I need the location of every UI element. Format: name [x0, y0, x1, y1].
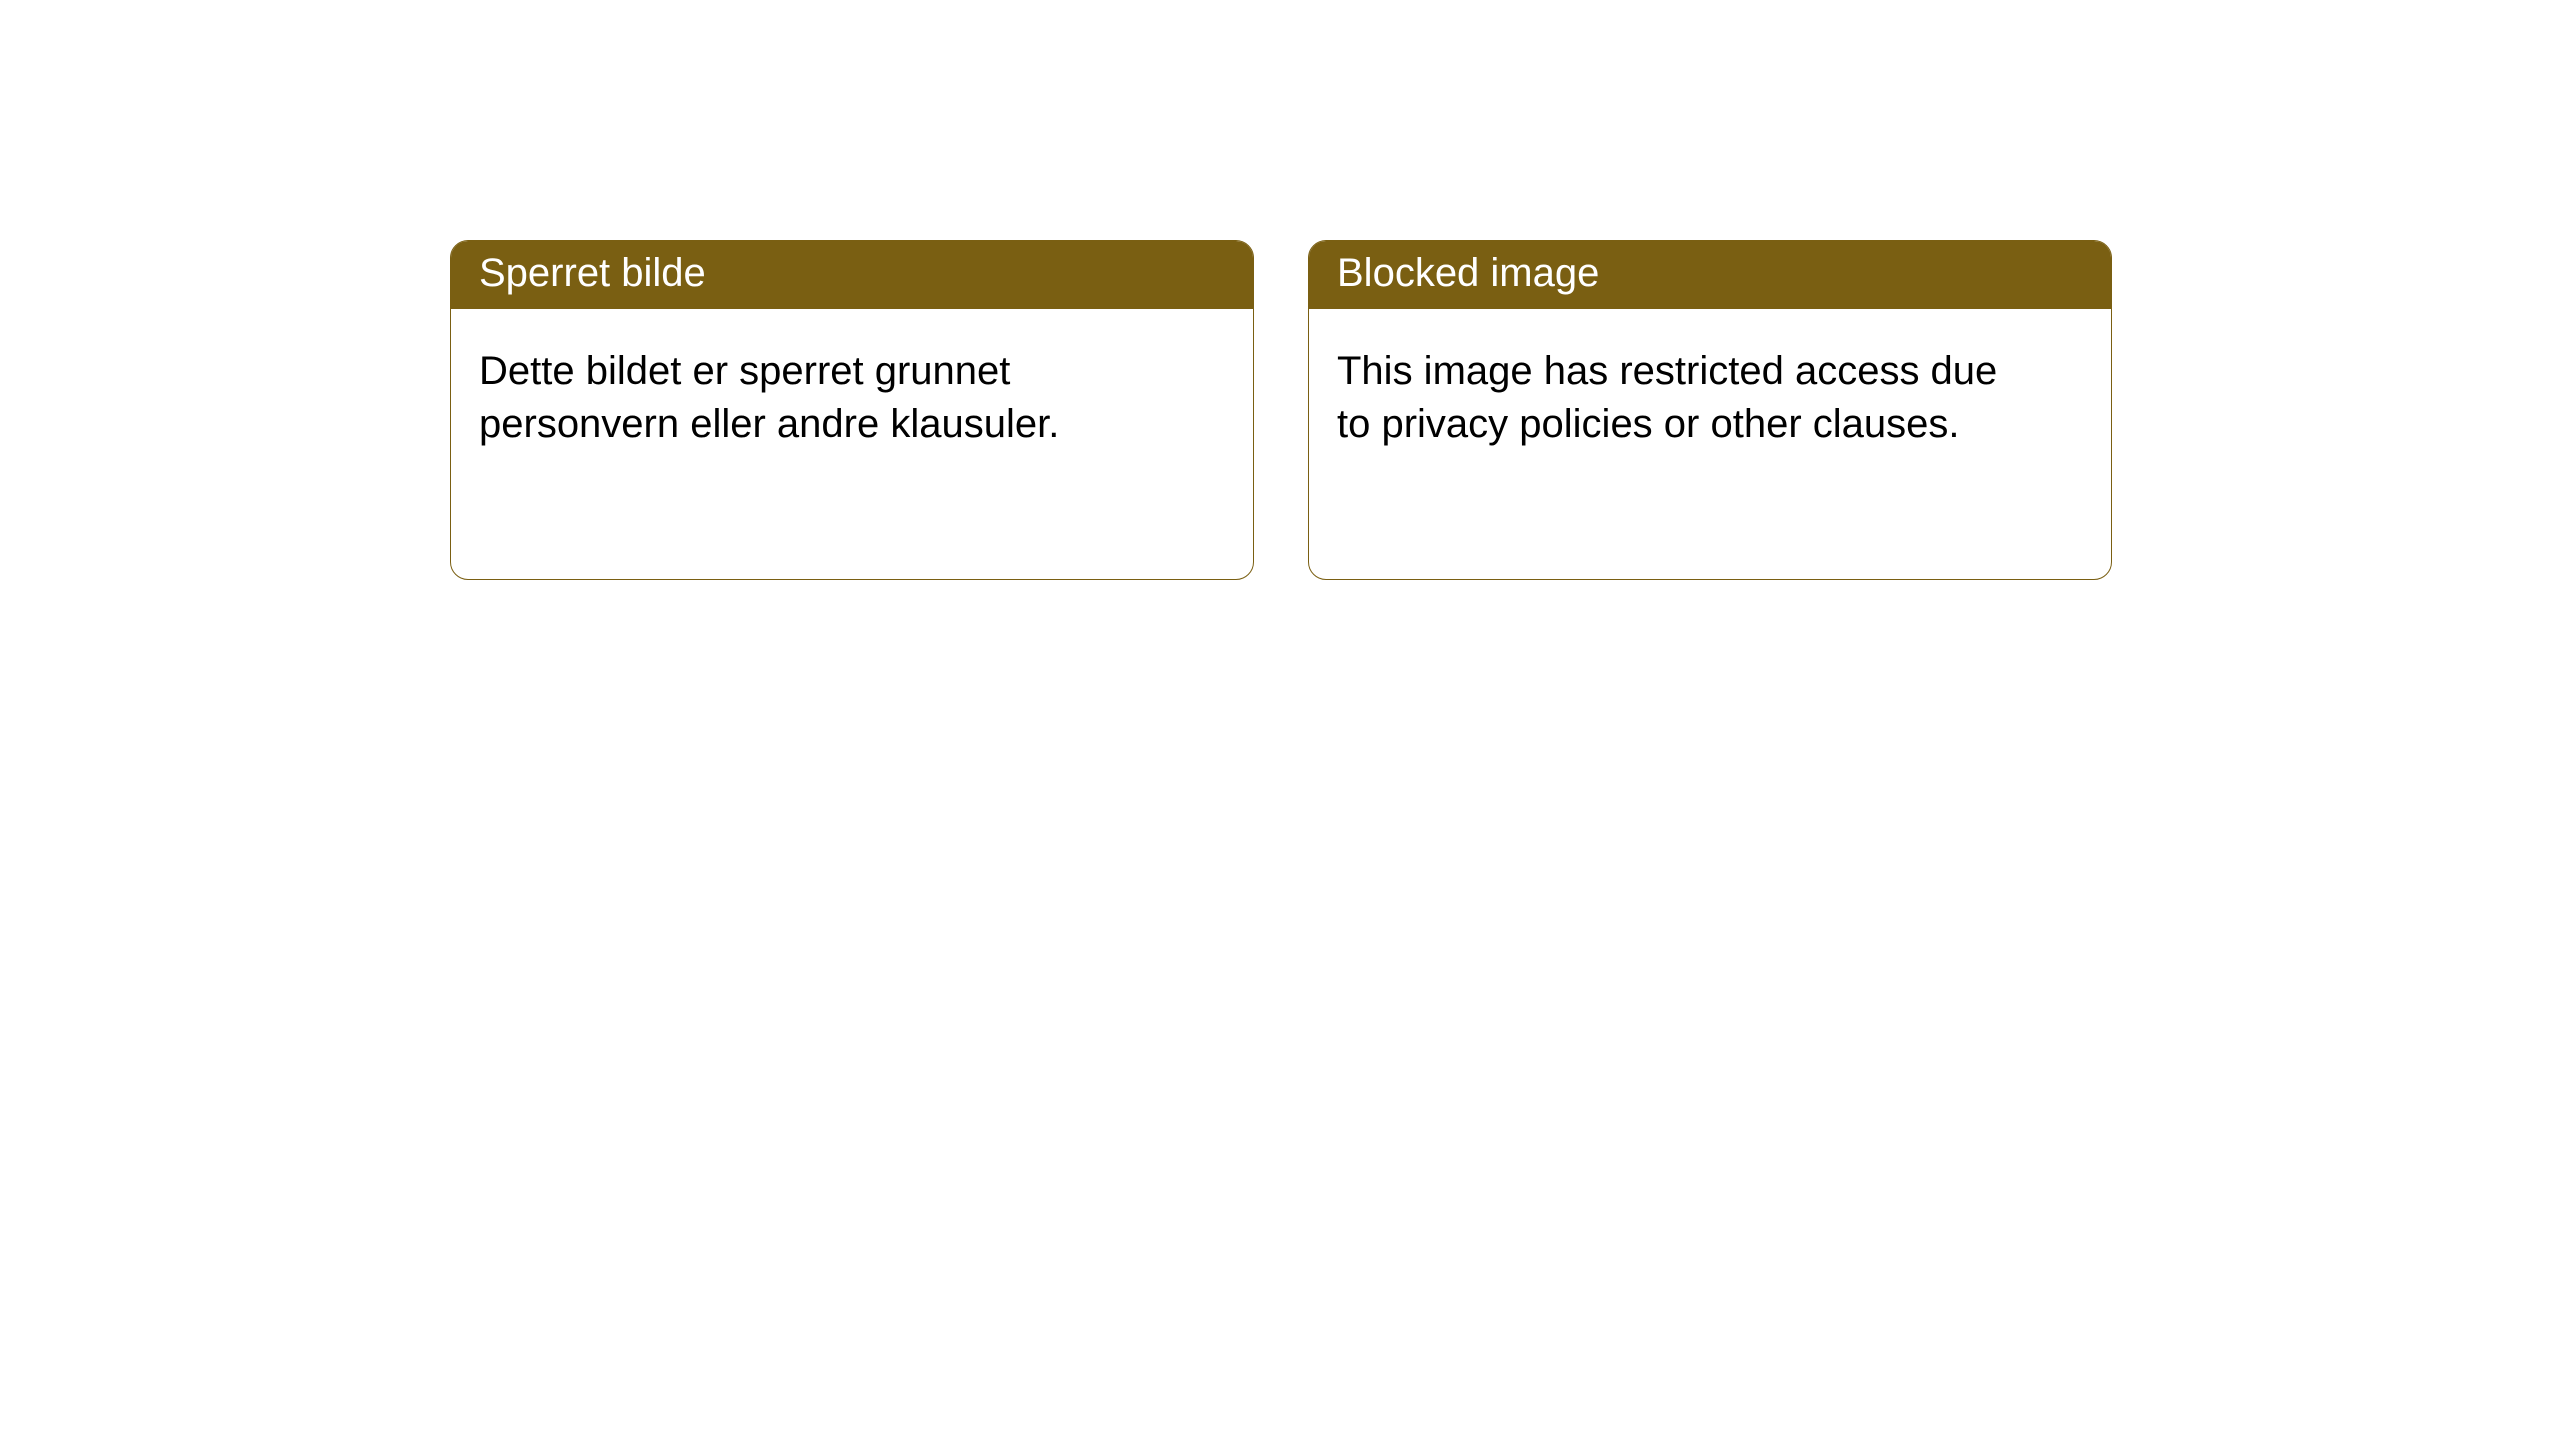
notice-header-no: Sperret bilde [451, 241, 1253, 309]
notice-container: Sperret bilde Dette bildet er sperret gr… [0, 0, 2560, 580]
notice-body-en: This image has restricted access due to … [1309, 309, 2111, 579]
notice-header-en: Blocked image [1309, 241, 2111, 309]
notice-text-en: This image has restricted access due to … [1337, 345, 2037, 451]
notice-card-no: Sperret bilde Dette bildet er sperret gr… [450, 240, 1254, 580]
notice-card-en: Blocked image This image has restricted … [1308, 240, 2112, 580]
notice-text-no: Dette bildet er sperret grunnet personve… [479, 345, 1179, 451]
notice-title-no: Sperret bilde [479, 251, 706, 295]
notice-body-no: Dette bildet er sperret grunnet personve… [451, 309, 1253, 579]
notice-title-en: Blocked image [1337, 251, 1599, 295]
